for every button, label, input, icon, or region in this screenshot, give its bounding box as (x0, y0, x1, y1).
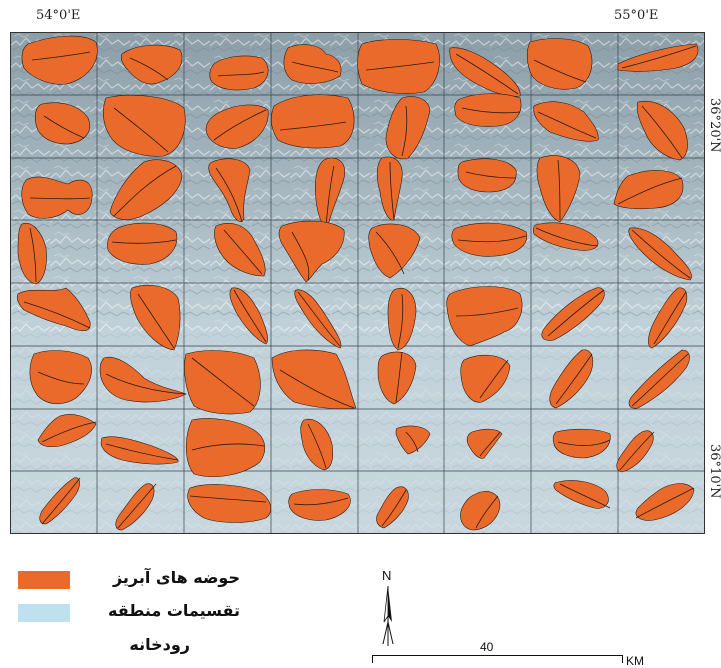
map-panel (10, 32, 705, 534)
scale-bar-value: 40 (480, 640, 494, 654)
basin[interactable] (205, 104, 269, 149)
basin[interactable] (120, 44, 183, 85)
basin[interactable] (107, 222, 178, 265)
map-border (10, 32, 705, 534)
basin[interactable] (185, 418, 266, 477)
basin[interactable] (460, 354, 511, 403)
basin[interactable] (278, 220, 345, 283)
basin[interactable] (130, 285, 181, 351)
legend-swatch-rivers (18, 638, 70, 656)
basin[interactable] (115, 483, 157, 531)
scale-bar-line (372, 655, 622, 656)
basin[interactable] (533, 101, 599, 142)
legend: حوضه های آبریز تقسیمات منطقه رودخانه (18, 568, 258, 668)
basin[interactable] (636, 100, 688, 161)
basin[interactable] (457, 158, 517, 193)
basin[interactable] (368, 223, 421, 279)
basin[interactable] (100, 436, 179, 465)
legend-swatch-regions (18, 604, 70, 622)
basin[interactable] (635, 483, 695, 521)
basin[interactable] (16, 287, 91, 332)
basin[interactable] (526, 38, 593, 90)
basin[interactable] (628, 349, 690, 409)
basin[interactable] (209, 55, 269, 91)
basin[interactable] (34, 102, 90, 145)
legend-swatch-basins (18, 571, 70, 589)
grid-lines (10, 32, 705, 534)
latitude-label-upper: 36°20'N (707, 98, 721, 153)
scale-bar-tick-end (622, 655, 623, 663)
basins-layer (16, 35, 699, 531)
scale-bar: 40 KM (368, 640, 668, 668)
basin[interactable] (294, 289, 342, 349)
basin[interactable] (628, 227, 692, 281)
basin[interactable] (39, 477, 81, 525)
basin[interactable] (187, 484, 272, 523)
basin[interactable] (17, 222, 47, 285)
basin[interactable] (99, 356, 187, 403)
basin[interactable] (21, 176, 93, 219)
basin[interactable] (446, 286, 523, 347)
legend-label-basins: حوضه های آبریز (112, 568, 240, 587)
basin[interactable] (449, 47, 521, 97)
basin[interactable] (460, 491, 501, 531)
basin[interactable] (376, 486, 409, 529)
basin[interactable] (184, 350, 261, 415)
basin[interactable] (454, 93, 522, 127)
basin[interactable] (617, 43, 699, 72)
basin[interactable] (552, 428, 611, 459)
basin[interactable] (536, 155, 581, 223)
basin[interactable] (271, 349, 357, 410)
basin[interactable] (451, 222, 528, 257)
basin[interactable] (300, 418, 334, 471)
north-arrow-label: N (382, 568, 392, 583)
north-arrow-icon (382, 585, 394, 646)
basin[interactable] (21, 35, 98, 85)
basin[interactable] (387, 288, 417, 351)
north-arrow: N (374, 568, 404, 648)
latitude-label-lower: 36°10'N (707, 444, 721, 499)
basin[interactable] (385, 96, 431, 160)
basin[interactable] (29, 350, 92, 405)
basin[interactable] (283, 44, 342, 84)
scale-bar-tick-start (372, 655, 373, 663)
basin[interactable] (532, 222, 599, 251)
legend-label-rivers: رودخانه (129, 635, 190, 654)
basin[interactable] (541, 287, 605, 341)
terrain-relief-texture (10, 32, 705, 332)
basin[interactable] (553, 480, 611, 509)
scale-bar-unit: KM (626, 654, 644, 668)
basin[interactable] (376, 156, 403, 221)
basin[interactable] (271, 94, 355, 149)
basin-map (10, 32, 705, 534)
basin[interactable] (288, 489, 351, 521)
basin[interactable] (229, 287, 268, 345)
basin[interactable] (613, 170, 684, 210)
basin[interactable] (395, 425, 431, 455)
basin[interactable] (648, 287, 688, 349)
basin[interactable] (109, 159, 183, 220)
legend-label-regions: تقسیمات منطقه (108, 601, 240, 620)
basin[interactable] (214, 223, 266, 277)
basin[interactable] (37, 414, 97, 448)
basin[interactable] (208, 158, 251, 223)
basin[interactable] (103, 94, 186, 157)
longitude-label-right: 55°0'E (614, 8, 659, 23)
basin[interactable] (357, 39, 440, 94)
basin[interactable] (377, 351, 417, 405)
basin[interactable] (466, 428, 503, 459)
basin[interactable] (616, 430, 655, 473)
basin[interactable] (549, 349, 594, 409)
longitude-label-left: 54°0'E (36, 8, 81, 23)
